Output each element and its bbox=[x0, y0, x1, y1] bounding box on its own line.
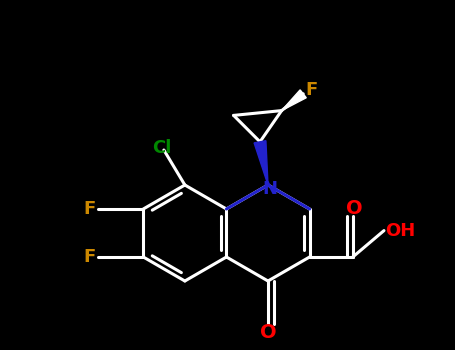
Text: N: N bbox=[263, 180, 278, 198]
Polygon shape bbox=[282, 90, 306, 111]
Text: O: O bbox=[346, 199, 363, 218]
Text: O: O bbox=[260, 323, 276, 342]
Text: F: F bbox=[84, 248, 96, 266]
Text: F: F bbox=[305, 81, 317, 99]
Polygon shape bbox=[254, 141, 268, 185]
Text: Cl: Cl bbox=[152, 139, 172, 157]
Text: F: F bbox=[84, 200, 96, 218]
Text: OH: OH bbox=[385, 222, 415, 240]
